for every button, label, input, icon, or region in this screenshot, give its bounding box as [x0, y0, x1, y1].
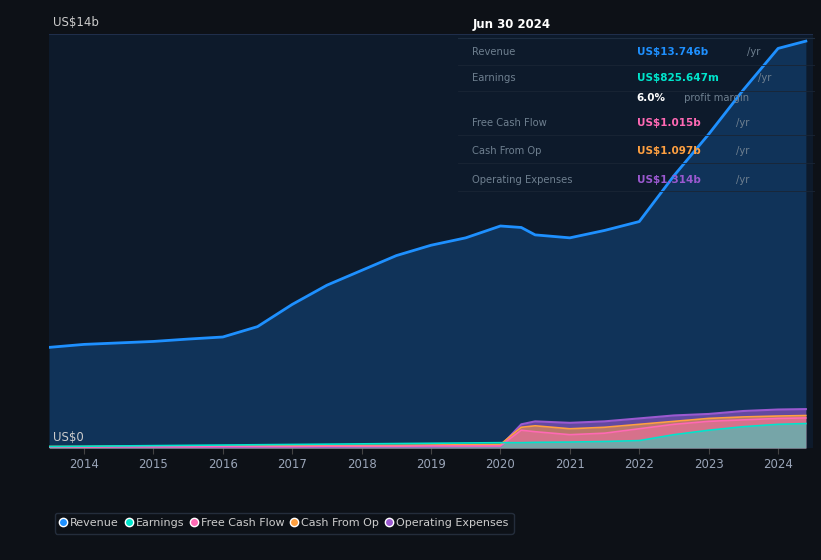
Text: profit margin: profit margin — [681, 93, 749, 103]
Text: /yr: /yr — [736, 175, 750, 185]
Text: US$825.647m: US$825.647m — [637, 73, 718, 83]
Text: Free Cash Flow: Free Cash Flow — [472, 118, 547, 128]
Text: US$0: US$0 — [53, 431, 84, 444]
Text: /yr: /yr — [747, 47, 761, 57]
Text: Operating Expenses: Operating Expenses — [472, 175, 573, 185]
Text: /yr: /yr — [736, 146, 750, 156]
Text: Earnings: Earnings — [472, 73, 516, 83]
Text: Jun 30 2024: Jun 30 2024 — [472, 18, 551, 31]
Text: 6.0%: 6.0% — [637, 93, 666, 103]
Text: US$1.015b: US$1.015b — [637, 118, 700, 128]
Legend: Revenue, Earnings, Free Cash Flow, Cash From Op, Operating Expenses: Revenue, Earnings, Free Cash Flow, Cash … — [55, 512, 514, 534]
Text: Cash From Op: Cash From Op — [472, 146, 542, 156]
Text: US$1.097b: US$1.097b — [637, 146, 700, 156]
Text: Revenue: Revenue — [472, 47, 516, 57]
Text: /yr: /yr — [736, 118, 750, 128]
Text: US$14b: US$14b — [53, 16, 99, 30]
Text: /yr: /yr — [759, 73, 772, 83]
Text: US$13.746b: US$13.746b — [637, 47, 708, 57]
Text: US$1.314b: US$1.314b — [637, 175, 700, 185]
